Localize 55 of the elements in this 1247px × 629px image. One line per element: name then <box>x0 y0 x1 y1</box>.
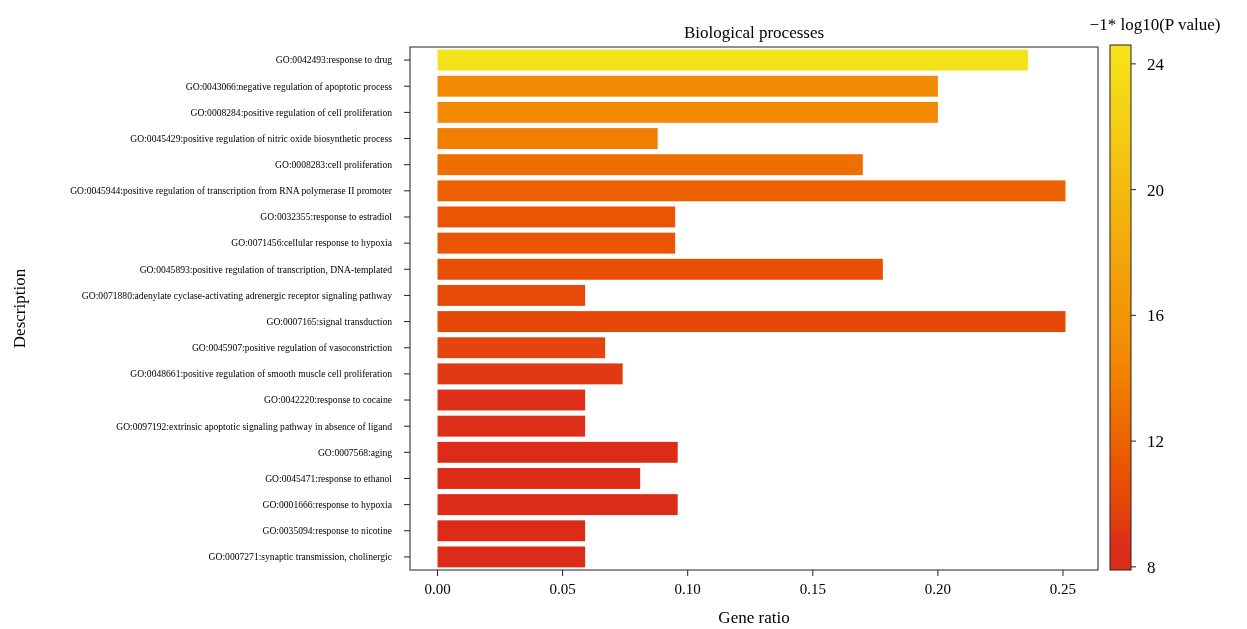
color-bar-label: 8 <box>1147 557 1156 577</box>
bar <box>437 546 586 568</box>
y-tick-label: GO:0001666:response to hypoxia <box>262 498 393 510</box>
y-tick-label: GO:0045907:positive regulation of vasoconstriction <box>191 342 393 354</box>
bar <box>437 101 938 123</box>
color-bar-label: 12 <box>1147 432 1164 452</box>
y-tick-label: GO:0008284:positive regulation of cell proliferation <box>190 106 393 118</box>
bar <box>437 154 863 176</box>
y-tick-label: GO:0045429:positive regulation of nitric oxide biosynthetic process <box>130 132 393 144</box>
y-tick-label: GO:0097192:extrinsic apoptotic signaling pathway in absence of ligand <box>116 420 393 432</box>
bar <box>437 128 658 149</box>
bar <box>437 520 586 542</box>
x-tick-label: 0.10 <box>674 581 701 597</box>
y-tick-label: GO:0048661:positive regulation of smooth muscle cell proliferation <box>130 368 393 380</box>
bar <box>437 258 883 280</box>
bar <box>437 180 1066 202</box>
color-bar-label: 24 <box>1147 54 1165 74</box>
y-tick-label: GO:0008283:cell proliferation <box>275 159 393 171</box>
bar <box>437 363 623 385</box>
y-tick-label: GO:0032355:response to estradiol <box>260 211 393 223</box>
y-tick-label: GO:0042493:response to drug <box>275 54 393 66</box>
bar <box>437 468 641 489</box>
y-tick-label: GO:0007271:synaptic transmission, cholinergic <box>208 551 392 563</box>
y-tick-label: GO:0045944:positive regulation of transcription from RNA polymerase II promoter <box>70 185 393 197</box>
y-tick-label: GO:0043066:negative regulation of apoptotic process <box>185 80 393 92</box>
y-axis-title: Description <box>10 268 29 349</box>
y-tick-label: GO:0071456:cellular response to hypoxia <box>231 237 393 249</box>
y-tick-label: GO:0042220:response to cocaine <box>264 394 392 406</box>
y-tick-label: GO:0035094:response to nicotine <box>262 525 392 537</box>
x-tick-label: 0.15 <box>799 581 826 597</box>
bar <box>437 49 1028 71</box>
y-tick-label: GO:0071880:adenylate cyclase-activating adrenergic receptor signaling pathway <box>81 289 393 301</box>
bar <box>437 284 586 306</box>
x-tick-label: 0.20 <box>924 581 952 597</box>
bar <box>437 232 676 254</box>
color-bar-label: 20 <box>1147 180 1164 200</box>
bar <box>437 441 678 463</box>
bar <box>437 494 678 516</box>
bar <box>437 389 586 411</box>
y-tick-label: GO:0007165:signal transduction <box>266 315 393 327</box>
x-axis-title: Gene ratio <box>718 608 790 627</box>
x-tick-label: 0.05 <box>549 581 576 597</box>
y-tick-label: GO:0045893:positive regulation of transcription, DNA-templated <box>139 263 393 275</box>
y-tick-label: GO:0045471:response to ethanol <box>265 472 393 484</box>
color-bar-title: −1* log10(P value) <box>1089 15 1221 34</box>
bar <box>437 311 1066 333</box>
bar <box>437 337 606 359</box>
x-tick-label: 0.25 <box>1049 581 1077 597</box>
y-tick-label: GO:0007568:aging <box>317 446 393 458</box>
x-tick-label: 0.00 <box>424 581 451 597</box>
chart-title: Biological processes <box>683 23 825 42</box>
bar <box>437 75 938 97</box>
color-bar-label: 16 <box>1147 306 1164 326</box>
bar <box>437 415 586 437</box>
bar <box>437 206 676 228</box>
